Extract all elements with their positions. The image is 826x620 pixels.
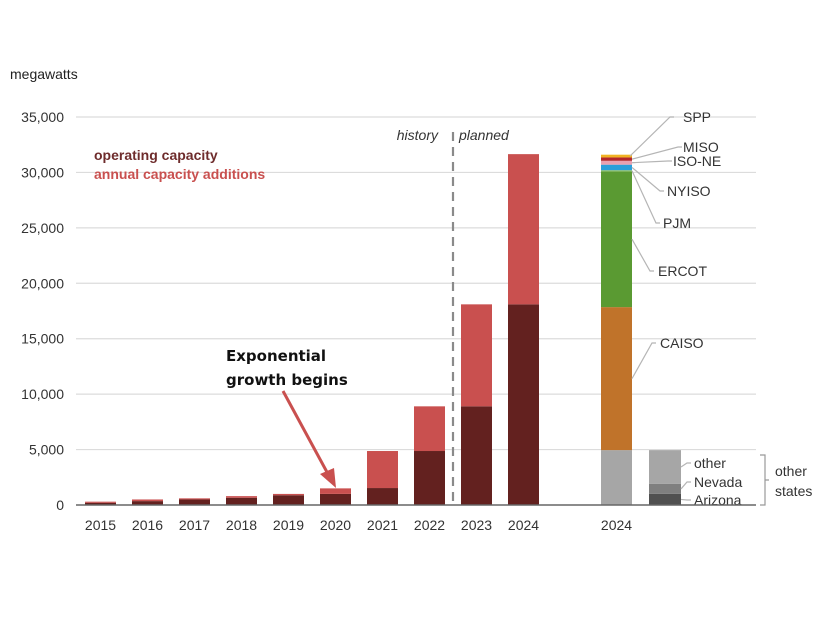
region-segment-PJM bbox=[601, 170, 632, 172]
leader-line-ISO-NE bbox=[631, 160, 672, 164]
x-tick-label: 2015 bbox=[85, 517, 116, 533]
other-states-group-label-1: other bbox=[775, 463, 807, 479]
bar-operating-capacity-2020 bbox=[320, 493, 351, 505]
y-tick-label: 15,000 bbox=[21, 331, 64, 347]
other-states-label-Arizona: Arizona bbox=[694, 492, 742, 508]
other-states-breakdown-bar bbox=[649, 450, 681, 505]
x-tick-label: 2016 bbox=[132, 517, 163, 533]
region-segment-MISO bbox=[601, 157, 632, 161]
main-bars bbox=[85, 154, 539, 505]
bar-operating-capacity-2021 bbox=[367, 488, 398, 505]
planned-label: planned bbox=[458, 127, 510, 143]
region-segment-NYISO bbox=[601, 164, 632, 171]
bar-operating-capacity-2019 bbox=[273, 495, 304, 505]
x-tick-label: 2022 bbox=[414, 517, 445, 533]
region-label-NYISO: NYISO bbox=[667, 183, 711, 199]
bar-annual-capacity-additions-2021 bbox=[367, 451, 398, 489]
y-tick-label: 10,000 bbox=[21, 386, 64, 402]
region-label-PJM: PJM bbox=[663, 215, 691, 231]
leader-line-MISO bbox=[631, 146, 682, 160]
leader-line-Nevada bbox=[680, 481, 691, 490]
bar-operating-capacity-2016 bbox=[132, 501, 163, 505]
bar-annual-capacity-additions-2017 bbox=[179, 498, 210, 500]
gridlines bbox=[76, 116, 756, 451]
leader-line-NYISO bbox=[631, 166, 664, 192]
bar-operating-capacity-2022 bbox=[414, 451, 445, 505]
history-label: history bbox=[397, 127, 439, 143]
region-segment-ISO-NE bbox=[601, 160, 632, 165]
other-states-segment-Nevada bbox=[649, 483, 681, 494]
bar-annual-capacity-additions-2020 bbox=[320, 488, 351, 494]
region-leader-lines bbox=[629, 116, 691, 501]
bar-operating-capacity-2015 bbox=[85, 502, 116, 505]
x-tick-label-region: 2024 bbox=[601, 517, 632, 533]
x-tick-label: 2024 bbox=[508, 517, 539, 533]
other-states-bracket bbox=[760, 454, 769, 506]
bar-annual-capacity-additions-2015 bbox=[85, 501, 116, 503]
region-label-SPP: SPP bbox=[683, 109, 711, 125]
leader-line-other bbox=[680, 462, 691, 468]
bar-annual-capacity-additions-2023 bbox=[461, 304, 492, 407]
annotation-arrow-shaft bbox=[281, 390, 330, 475]
leader-line-ERCOT bbox=[631, 238, 654, 272]
bar-annual-capacity-additions-2024 bbox=[508, 154, 539, 305]
y-tick-label: 25,000 bbox=[21, 220, 64, 236]
x-tick-label: 2017 bbox=[179, 517, 210, 533]
leader-line-SPP bbox=[629, 116, 674, 157]
annotation-line1: Exponential bbox=[226, 347, 326, 365]
bar-annual-capacity-additions-2019 bbox=[273, 493, 304, 496]
bar-annual-capacity-additions-2016 bbox=[132, 499, 163, 502]
region-label-ERCOT: ERCOT bbox=[658, 263, 707, 279]
y-tick-label: 5,000 bbox=[29, 442, 64, 458]
region-breakdown-bar bbox=[601, 154, 632, 505]
region-segment-CAISO bbox=[601, 307, 632, 451]
bar-operating-capacity-2017 bbox=[179, 499, 210, 505]
x-tick-label: 2021 bbox=[367, 517, 398, 533]
other-states-label-Nevada: Nevada bbox=[694, 474, 742, 490]
region-segment-SPP bbox=[601, 154, 632, 158]
annotation-line2: growth begins bbox=[226, 371, 348, 389]
y-axis-ticks: 0 5,000 10,000 15,000 20,000 25,000 30,000 35,0… bbox=[21, 109, 64, 513]
annotation-arrow-head bbox=[320, 468, 336, 488]
leader-line-PJM bbox=[631, 170, 660, 224]
bar-annual-capacity-additions-2022 bbox=[414, 406, 445, 452]
region-label-MISO: MISO bbox=[683, 139, 719, 155]
legend-operating-capacity: operating capacity bbox=[94, 147, 218, 163]
y-axis-label: megawatts bbox=[10, 66, 78, 82]
bar-operating-capacity-2023 bbox=[461, 406, 492, 505]
x-tick-label: 2018 bbox=[226, 517, 257, 533]
bar-operating-capacity-2018 bbox=[226, 497, 257, 505]
legend-annual-additions: annual capacity additions bbox=[94, 166, 265, 182]
other-states-segment-Arizona bbox=[649, 493, 681, 505]
other-states-label-other: other bbox=[694, 455, 726, 471]
y-tick-label: 35,000 bbox=[21, 109, 64, 125]
leader-line-CAISO bbox=[631, 342, 656, 379]
leader-line-Arizona bbox=[680, 498, 691, 501]
region-segment-other-states bbox=[601, 450, 632, 505]
region-label-CAISO: CAISO bbox=[660, 335, 704, 351]
other-states-segment-other bbox=[649, 450, 681, 484]
bar-annual-capacity-additions-2018 bbox=[226, 496, 257, 498]
x-axis-ticks: 2015 2016 2017 2018 2019 2020 2021 2022 2023 2024… bbox=[85, 517, 632, 533]
region-segment-ERCOT bbox=[601, 171, 632, 308]
x-tick-label: 2023 bbox=[461, 517, 492, 533]
region-label-ISO-NE: ISO-NE bbox=[673, 153, 721, 169]
y-tick-label: 0 bbox=[56, 497, 64, 513]
y-tick-label: 30,000 bbox=[21, 164, 64, 180]
y-tick-label: 20,000 bbox=[21, 275, 64, 291]
x-tick-label: 2020 bbox=[320, 517, 351, 533]
bar-operating-capacity-2024 bbox=[508, 304, 539, 505]
x-tick-label: 2019 bbox=[273, 517, 304, 533]
other-states-group-label-2: states bbox=[775, 483, 812, 499]
